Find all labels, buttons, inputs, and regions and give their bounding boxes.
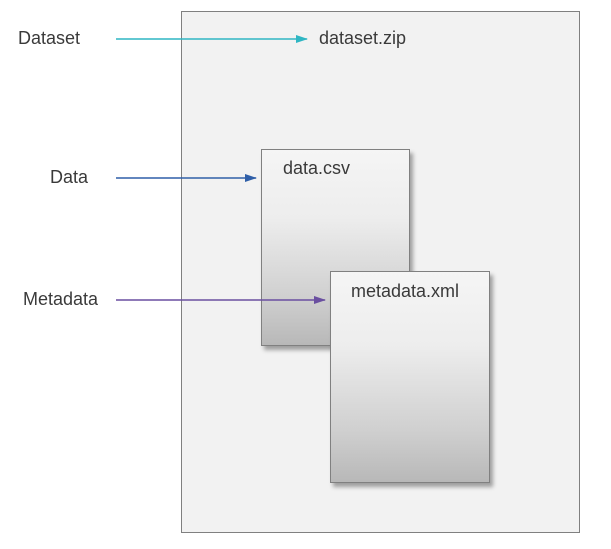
metadata-label: Metadata: [23, 289, 98, 310]
metadata-file-card: [330, 271, 490, 483]
data-label: Data: [50, 167, 88, 188]
dataset-label: Dataset: [18, 28, 80, 49]
dataset-zip-label: dataset.zip: [319, 28, 406, 49]
metadata-xml-label: metadata.xml: [351, 281, 459, 302]
data-csv-label: data.csv: [283, 158, 350, 179]
diagram-stage: Dataset Data Metadata dataset.zip data.c…: [0, 0, 611, 549]
